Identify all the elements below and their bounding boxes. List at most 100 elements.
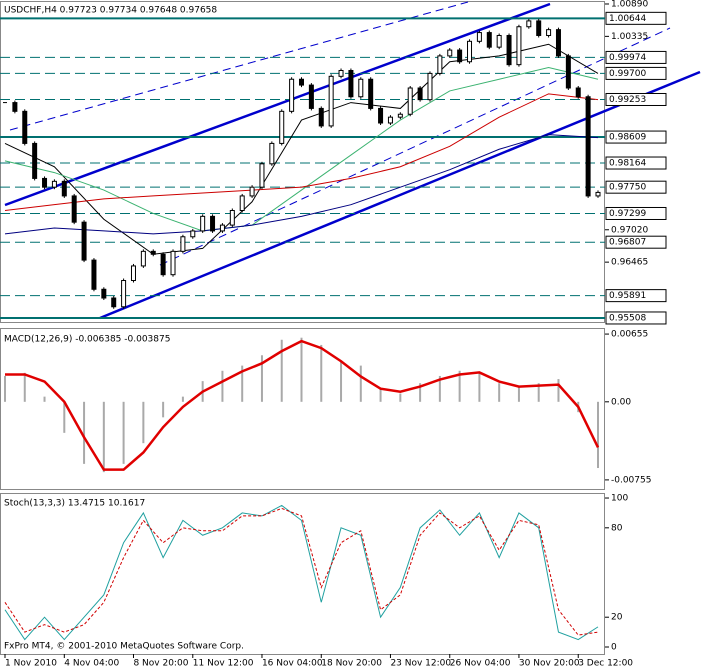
macd-bar [122,401,125,464]
candle [506,34,512,66]
candle [121,280,127,308]
macd-signal [5,339,600,471]
level-label: 0.96807 [609,238,646,248]
y-tick-label: 0.97020 [611,225,648,235]
candle [526,20,532,28]
candle [51,180,57,188]
channel-lower [99,70,701,320]
level-label-box [605,311,667,325]
macd-bar [498,383,501,402]
candle [328,75,334,127]
macd-bar [300,337,303,402]
level-label: 0.97299 [609,209,646,219]
macd-bar [181,396,184,402]
level-label: 0.99700 [609,69,646,79]
macd-bar [63,401,66,433]
candle [368,78,374,109]
candle [239,195,245,212]
candle [536,20,542,36]
macd-bar [83,401,86,464]
y-tick-label: 1.00335 [611,32,648,42]
candle [546,29,552,36]
level-label-box [605,156,667,170]
x-tick-label: 16 Nov 04:00 [262,659,323,669]
candle [437,55,443,74]
candle [130,265,136,282]
candle [101,288,107,299]
level-label: 0.95891 [609,291,646,301]
macd-bar [359,365,362,402]
candle [348,69,354,98]
candle [585,96,591,197]
candle [12,102,18,112]
macd-bar [379,389,382,402]
candle [308,84,314,109]
channel-dashed [9,1,469,131]
level-label: 1.00644 [609,14,646,24]
candle [358,78,364,98]
candle [269,142,275,165]
y-tick-label: 80 [611,523,623,533]
candle [417,87,423,101]
footer: FxPro MT4, © 2001-2010 MetaQuotes Softwa… [4,642,244,652]
candle [338,69,344,77]
stoch-line [4,504,599,641]
macd-bar [221,370,224,402]
x-tick-label: 3 Dec 12:00 [578,659,633,669]
candle [229,210,235,226]
y-tick-label: 100 [611,494,628,504]
level-label: 0.99974 [609,53,646,63]
x-tick-label: 18 Nov 20:00 [321,659,382,669]
level-label-box [605,50,667,64]
macd-bar [102,401,105,473]
candle [91,259,97,290]
x-tick-label: 26 Nov 04:00 [450,659,511,669]
stoch-panel [0,493,605,655]
candle [467,40,473,63]
candle [318,107,324,127]
macd-bar [557,379,560,402]
y-tick-label: 0.96465 [611,258,648,268]
candle [516,26,522,66]
macd-panel [0,328,605,490]
candle [387,116,393,124]
candle [160,253,166,276]
candle [140,250,146,267]
main-title: USDCHF,H4 0.97723 0.97734 0.97648 0.9765… [4,6,217,16]
candle [150,250,156,255]
candle [22,110,28,144]
macd-bar [43,396,46,402]
y-tick-label: 0.00 [611,397,631,407]
candle [457,49,463,63]
moving-average [4,93,599,212]
candle [575,87,581,98]
candle [299,78,304,86]
candle [61,180,67,197]
macd-bar [142,401,145,444]
level-label: 0.99253 [609,95,646,105]
candle [397,113,403,118]
level-label-box [605,66,667,80]
stoch-line [4,507,599,636]
candle [42,177,48,188]
candle [407,87,413,115]
level-label-box [605,130,667,144]
candle [190,230,196,238]
level-label-box [605,235,667,249]
x-tick-label: 1 Nov 2010 [5,659,57,669]
candle [378,107,384,124]
macd-bar [438,375,441,402]
candle [71,195,77,223]
candle [279,110,285,144]
level-label: 0.98164 [609,159,646,169]
candle [427,72,433,101]
y-tick-label: 20 [611,613,623,623]
moving-average [4,67,599,232]
candle [259,163,265,188]
macd-title: MACD(12,26,9) -0.006385 -0.003875 [4,335,170,345]
candle [170,250,176,276]
candle [81,221,87,261]
x-tick-label: 4 Nov 04:00 [64,659,119,669]
candle [496,34,502,48]
